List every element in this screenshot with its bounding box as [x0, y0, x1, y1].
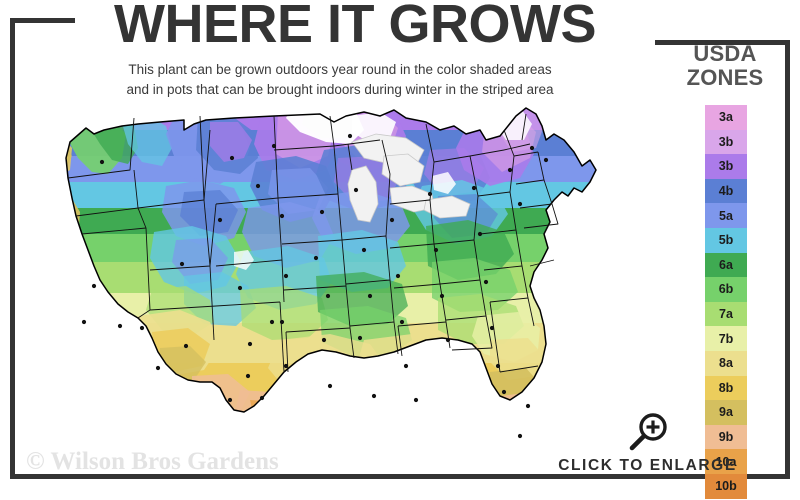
- subtitle-line-1: This plant can be grown outdoors year ro…: [128, 62, 552, 77]
- legend-swatch-label: 6a: [719, 257, 733, 272]
- watermark: © Wilson Bros Gardens: [26, 448, 279, 475]
- frame-top-left-stub: [10, 18, 75, 23]
- legend-swatch-7b: 7b: [705, 326, 747, 351]
- legend-swatch-label: 6b: [718, 282, 734, 297]
- legend-swatch-3b: 3b: [705, 129, 747, 155]
- legend-swatch-8b: 8b: [705, 375, 747, 401]
- legend-swatch-10b: 10b: [705, 473, 747, 499]
- legend-swatch-9a: 9a: [705, 400, 747, 425]
- great-lakes: [347, 133, 471, 223]
- legend-swatch-4b: 4b: [705, 178, 747, 204]
- legend-swatch-label: 7b: [718, 331, 734, 346]
- legend-swatch-label: 5b: [718, 233, 734, 248]
- legend-heading-line-1: USDA: [693, 41, 757, 66]
- frame-left-edge: [10, 18, 15, 479]
- legend-swatch-label: 3b: [718, 159, 734, 174]
- legend-swatch-label: 8a: [719, 356, 733, 371]
- legend-swatch-label: 9b: [718, 430, 734, 445]
- legend-heading-line-2: ZONES: [686, 64, 764, 90]
- frame-bottom-edge: [10, 474, 790, 479]
- magnifier-plus-icon[interactable]: [625, 412, 671, 452]
- frame-top-right-stub: [655, 40, 790, 45]
- legend-swatch-6b: 6b: [705, 277, 747, 302]
- legend-swatch-label: 4b: [718, 184, 734, 199]
- legend-swatch-label: 3b: [718, 134, 734, 149]
- legend-swatch-10a: 10a: [705, 449, 747, 474]
- legend-swatch-label: 10a: [715, 454, 737, 469]
- legend-heading: USDA ZONES: [660, 42, 790, 90]
- legend-swatch-3a: 3a: [705, 105, 747, 130]
- legend-swatch-6a: 6a: [705, 252, 747, 278]
- legend-swatch-label: 3a: [719, 110, 733, 125]
- hardiness-zone-map[interactable]: [34, 100, 654, 460]
- legend-swatch-label: 9a: [719, 405, 733, 420]
- legend-swatch-label: 8b: [718, 380, 734, 395]
- legend-swatch-5b: 5b: [705, 227, 747, 253]
- usa-zone-map-graphic[interactable]: [34, 100, 654, 460]
- zone-shading-layer: [66, 108, 596, 412]
- legend-swatch-label: 7a: [719, 307, 733, 322]
- click-to-enlarge-control[interactable]: CLICK TO ENLARGE: [540, 412, 755, 475]
- legend-swatch-7a: 7a: [705, 301, 747, 327]
- state-borders: [67, 113, 559, 373]
- click-to-enlarge-label: CLICK TO ENLARGE: [558, 457, 737, 474]
- page-title: WHERE IT GROWS: [114, 0, 596, 54]
- legend-swatch-9b: 9b: [705, 424, 747, 450]
- legend-swatch-label: 10b: [715, 479, 737, 494]
- usda-zone-legend: 3a 3b 3b 4b 5a 5b 6a 6b 7a 7b 8a 8b 9a 9b 10a 10b: [705, 105, 747, 499]
- city-markers: [81, 133, 549, 439]
- legend-swatch-8a: 8a: [705, 350, 747, 376]
- frame-right-edge: [785, 40, 790, 479]
- legend-swatch-3b: 3b: [705, 154, 747, 179]
- legend-swatch-label: 5a: [719, 208, 733, 223]
- legend-swatch-5a: 5a: [705, 203, 747, 228]
- subtitle: This plant can be grown outdoors year ro…: [40, 60, 640, 99]
- subtitle-line-2: and in pots that can be brought indoors …: [126, 81, 554, 97]
